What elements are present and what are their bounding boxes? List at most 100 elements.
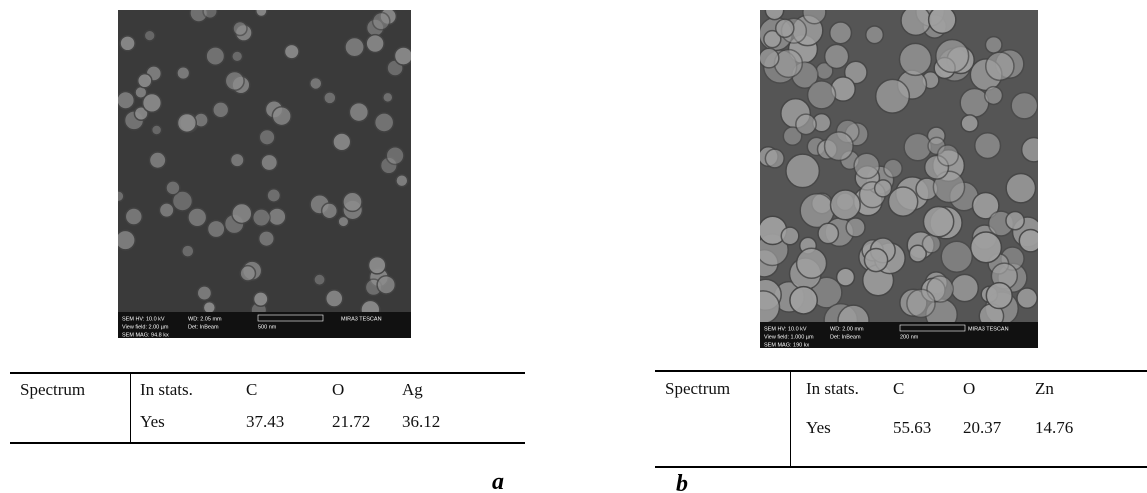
particle bbox=[206, 47, 224, 65]
info-text: SEM HV: 10.0 kV bbox=[764, 326, 807, 332]
particle bbox=[272, 107, 291, 126]
particle bbox=[333, 133, 351, 151]
table-cell: 37.43 bbox=[246, 413, 284, 430]
particle bbox=[375, 113, 394, 132]
particle bbox=[760, 48, 779, 68]
particle bbox=[256, 10, 267, 16]
particle bbox=[971, 232, 1002, 263]
particle bbox=[377, 276, 395, 294]
particle bbox=[941, 241, 972, 272]
particle bbox=[901, 10, 931, 35]
particle bbox=[261, 154, 277, 170]
particle bbox=[786, 154, 819, 187]
particle bbox=[986, 52, 1014, 80]
particle bbox=[203, 302, 215, 314]
particle bbox=[366, 35, 384, 53]
particle bbox=[259, 231, 275, 247]
particle bbox=[233, 21, 247, 35]
particle bbox=[1006, 173, 1035, 202]
particle bbox=[386, 147, 404, 165]
particle bbox=[904, 133, 931, 160]
particle bbox=[961, 115, 978, 132]
particle bbox=[854, 153, 879, 178]
particle bbox=[884, 159, 902, 177]
particle bbox=[231, 153, 244, 166]
table-rule bbox=[655, 370, 1147, 372]
table-header: Ag bbox=[402, 381, 423, 398]
particle bbox=[152, 125, 162, 135]
particle bbox=[144, 30, 155, 41]
particle bbox=[345, 37, 364, 56]
particle bbox=[267, 189, 280, 202]
info-text: Det: InBeam bbox=[830, 334, 861, 340]
column-rule bbox=[790, 370, 791, 466]
particle bbox=[866, 26, 884, 44]
particle bbox=[213, 102, 229, 118]
particle bbox=[846, 218, 865, 237]
particle bbox=[324, 92, 336, 104]
particle bbox=[1019, 229, 1038, 251]
particle bbox=[383, 92, 393, 102]
particle bbox=[765, 149, 784, 168]
particle bbox=[951, 274, 978, 301]
particle bbox=[825, 44, 849, 68]
particle bbox=[188, 208, 207, 227]
table-cell: 36.12 bbox=[402, 413, 440, 430]
particle bbox=[159, 203, 173, 217]
particle bbox=[143, 94, 162, 113]
particle bbox=[818, 223, 838, 243]
table-rule bbox=[10, 372, 525, 374]
table-header: Spectrum bbox=[20, 381, 85, 398]
particle bbox=[349, 103, 368, 122]
particle bbox=[796, 114, 816, 134]
table-header: C bbox=[893, 380, 904, 397]
table-header: C bbox=[246, 381, 257, 398]
particle bbox=[986, 283, 1012, 309]
particle bbox=[937, 145, 958, 166]
table-cell: Yes bbox=[140, 413, 165, 430]
table-header: Zn bbox=[1035, 380, 1054, 397]
table-rule bbox=[10, 442, 525, 444]
particle bbox=[830, 22, 852, 44]
particle bbox=[774, 49, 802, 77]
particle bbox=[907, 289, 935, 317]
particle bbox=[936, 40, 969, 73]
table-cell: 20.37 bbox=[963, 419, 1001, 436]
particle bbox=[310, 77, 322, 89]
particle bbox=[985, 87, 1003, 105]
particle bbox=[125, 208, 142, 225]
info-text: WD: 2.05 mm bbox=[188, 316, 222, 322]
table-rule bbox=[655, 466, 1147, 468]
particle bbox=[864, 248, 887, 271]
info-text: SEM HV: 10.0 kV bbox=[122, 316, 165, 322]
info-text: View field: 1.000 µm bbox=[764, 334, 814, 340]
particle bbox=[876, 79, 910, 113]
particle bbox=[240, 266, 255, 281]
sem-image: SEM HV: 10.0 kVWD: 2.00 mmMIRA3 TESCANVi… bbox=[760, 10, 1038, 348]
particle bbox=[797, 248, 827, 278]
info-text: 500 nm bbox=[258, 324, 277, 330]
particle bbox=[118, 191, 124, 202]
column-rule bbox=[130, 372, 131, 442]
particle bbox=[831, 190, 861, 220]
particle bbox=[985, 37, 1002, 54]
particle bbox=[975, 133, 1001, 159]
panel-label: a bbox=[492, 470, 504, 493]
particle bbox=[284, 44, 299, 59]
figure: SEM HV: 10.0 kVWD: 2.05 mmMIRA3 TESCANVi… bbox=[0, 0, 1147, 493]
particle bbox=[808, 81, 836, 109]
table-header: In stats. bbox=[806, 380, 859, 397]
particle bbox=[369, 257, 386, 274]
table-header: O bbox=[963, 380, 975, 397]
particle bbox=[203, 10, 217, 18]
particle bbox=[253, 209, 270, 226]
particle bbox=[138, 74, 152, 88]
particle bbox=[149, 152, 165, 168]
particle bbox=[899, 43, 931, 75]
particle bbox=[825, 132, 854, 161]
particle bbox=[314, 274, 325, 285]
particle bbox=[120, 36, 135, 51]
particle bbox=[396, 175, 408, 187]
particle bbox=[177, 114, 196, 133]
particle bbox=[776, 19, 794, 37]
